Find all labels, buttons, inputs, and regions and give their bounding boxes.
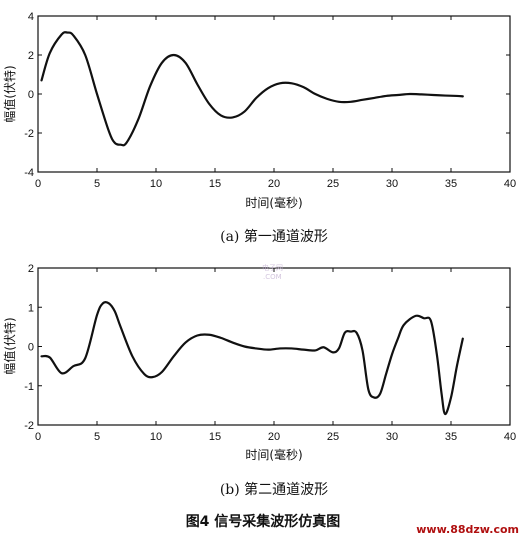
chart-a-x-tick-label: 25 bbox=[327, 178, 339, 190]
chart-b-x-axis-label: 时间(毫秒) bbox=[245, 447, 302, 462]
chart-a: 0 5 10 15 20 25 30 35 40 420-2-4 时间(毫秒) 幅值(伏特) (… bbox=[2, 11, 516, 245]
chart-b-y-tick-label: 2 bbox=[28, 263, 34, 275]
chart-a-y-tick-label: -2 bbox=[24, 128, 34, 140]
chart-a-caption: (a) 第一通道波形 bbox=[220, 228, 328, 245]
chart-a-x-tick-label: 30 bbox=[386, 178, 398, 190]
chart-a-x-tick-label: 40 bbox=[504, 178, 516, 190]
chart-b-x-tick-label: 20 bbox=[268, 431, 280, 443]
svg-text:.COM: .COM bbox=[263, 273, 282, 281]
chart-b-x-tick-label: 35 bbox=[445, 431, 457, 443]
chart-b-x-ticks: 0 5 10 15 20 25 30 35 40 bbox=[35, 268, 516, 443]
chart-a-x-ticks: 0 5 10 15 20 25 30 35 40 bbox=[35, 16, 516, 190]
site-logo: 电子网 .COM bbox=[262, 263, 283, 281]
chart-b-x-tick-label: 25 bbox=[327, 431, 339, 443]
chart-a-y-tick-label: 0 bbox=[28, 89, 34, 101]
chart-b-caption: (b) 第二通道波形 bbox=[220, 481, 328, 498]
chart-b-x-tick-label: 10 bbox=[150, 431, 162, 443]
chart-a-x-tick-label: 0 bbox=[35, 178, 41, 190]
chart-b-x-tick-label: 15 bbox=[209, 431, 221, 443]
watermark-url: www.88dzw.com bbox=[416, 523, 519, 536]
chart-a-y-axis-label: 幅值(伏特) bbox=[2, 65, 17, 122]
chart-a-x-tick-label: 20 bbox=[268, 178, 280, 190]
chart-a-y-ticks: 4 2 0 -2 -4 bbox=[24, 11, 510, 179]
chart-a-x-axis-label: 时间(毫秒) bbox=[245, 195, 302, 210]
chart-a-plot-frame bbox=[37, 15, 511, 173]
chart-b-y-tick-label: -1 bbox=[24, 381, 34, 393]
svg-text:电子网: 电子网 bbox=[262, 263, 283, 272]
chart-a-x-tick-label: 35 bbox=[445, 178, 457, 190]
chart-a-y-tick-label: -4 bbox=[24, 167, 34, 179]
chart-b-y-tick-label: 0 bbox=[28, 342, 34, 354]
chart-b-x-tick-label: 0 bbox=[35, 431, 41, 443]
chart-b-x-tick-label: 5 bbox=[94, 431, 100, 443]
chart-b-y-axis-label: 幅值(伏特) bbox=[2, 317, 17, 374]
chart-a-series-line bbox=[40, 31, 464, 147]
chart-b-series-line bbox=[40, 300, 464, 416]
chart-b-x-tick-label: 30 bbox=[386, 431, 398, 443]
chart-a-y-tick-label: 2 bbox=[28, 50, 34, 62]
chart-b-y-ticks: 2 1 0 -1 -2 bbox=[24, 263, 510, 432]
chart-a-x-tick-label: 15 bbox=[209, 178, 221, 190]
chart-a-y-tick-label: 4 bbox=[28, 11, 34, 23]
chart-a-x-tick-label: 5 bbox=[94, 178, 100, 190]
figure-caption: 图4 信号采集波形仿真图 bbox=[186, 513, 341, 530]
chart-b-y-tick-label: -2 bbox=[24, 420, 34, 432]
chart-b: 0 5 10 15 20 25 30 35 40 210-1-2 时间(毫秒) 幅值(伏特) (… bbox=[2, 263, 516, 498]
chart-b-x-tick-label: 40 bbox=[504, 431, 516, 443]
chart-a-x-tick-label: 10 bbox=[150, 178, 162, 190]
chart-b-plot-frame bbox=[37, 267, 511, 426]
chart-b-y-tick-label: 1 bbox=[28, 302, 34, 314]
